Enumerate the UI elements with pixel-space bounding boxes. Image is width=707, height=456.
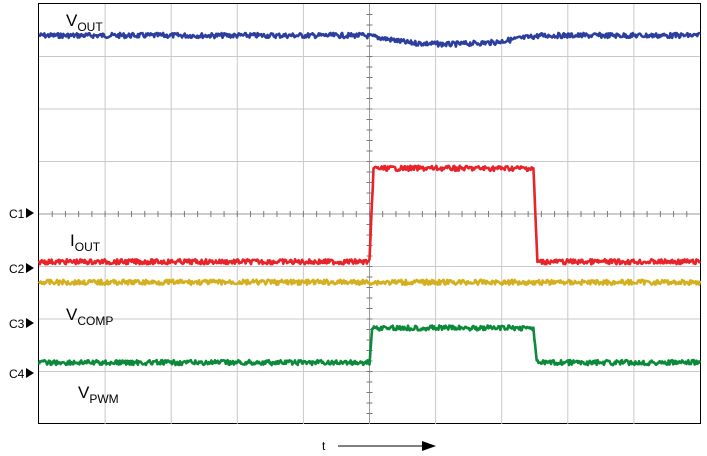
traces [37, 31, 702, 367]
trace-label-vpwm: VPWM [78, 383, 119, 406]
trace-label-vpwm-sub: PWM [89, 392, 118, 406]
channel-marker-c2-arrow [26, 263, 34, 273]
trace-i-out [37, 164, 702, 266]
trace-label-vcomp-main: V [66, 305, 78, 324]
channel-marker-c4: C4 [9, 367, 25, 381]
channel-marker-c2: C2 [9, 262, 25, 276]
trace-label-vcomp-sub: COMP [77, 314, 113, 328]
trace-label-iout-sub: OUT [75, 240, 101, 254]
trace-v-comp [37, 278, 702, 286]
trace-v-out [38, 31, 701, 48]
channel-marker-c3-arrow [26, 318, 34, 328]
time-axis-label: t [322, 439, 326, 453]
channel-marker-c4-arrow [26, 368, 34, 378]
trace-label-vcomp: VCOMP [66, 305, 113, 328]
channel-marker-c1-arrow [26, 208, 34, 218]
trace-label-iout-main: I [70, 231, 75, 250]
trace-v-pwm [37, 324, 702, 367]
trace-label-iout: IOUT [70, 231, 101, 254]
channel-marker-c3: C3 [9, 317, 25, 331]
trace-label-vpwm-main: V [78, 383, 90, 402]
trace-label-vout-main: V [66, 11, 78, 30]
time-axis-arrow-head [422, 441, 436, 451]
trace-label-vout-sub: OUT [77, 20, 103, 34]
channel-marker-c1: C1 [9, 207, 25, 221]
grid [39, 4, 700, 424]
trace-label-vout: VOUT [66, 11, 103, 34]
